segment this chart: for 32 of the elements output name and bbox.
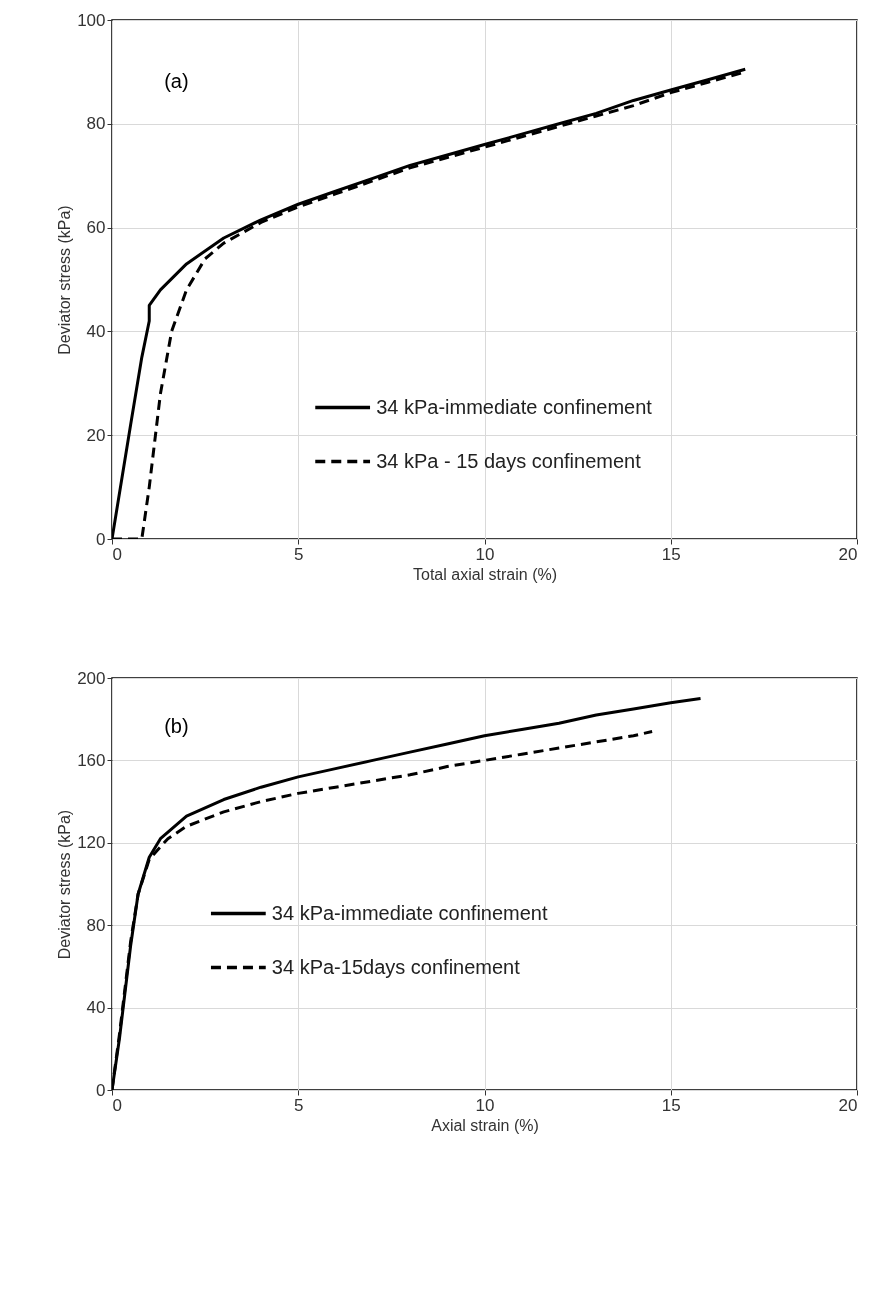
y-tick-label: 200 <box>77 668 106 688</box>
x-tick-label: 10 <box>475 544 495 564</box>
y-tick-label: 80 <box>86 114 106 134</box>
x-axis-title: Axial strain (%) <box>431 1116 539 1134</box>
y-tick-label: 0 <box>96 529 106 549</box>
y-tick-label: 100 <box>77 10 106 30</box>
x-axis-title: Total axial strain (%) <box>412 565 558 583</box>
x-tick-label: 5 <box>294 544 304 564</box>
y-tick-label: 120 <box>77 833 106 853</box>
y-tick-label: 80 <box>86 915 106 935</box>
y-tick-label: 160 <box>77 750 106 770</box>
legend-label: 34 kPa - 15 days confinement <box>376 449 642 472</box>
x-tick-label: 15 <box>661 1095 681 1115</box>
y-tick-label: 40 <box>86 321 106 341</box>
y-tick-label: 40 <box>86 998 106 1018</box>
legend-label: 34 kPa-immediate confinement <box>271 901 548 924</box>
y-axis-title: Deviator stress (kPa) <box>56 809 74 960</box>
x-tick-label: 5 <box>294 1095 304 1115</box>
x-tick-label: 20 <box>838 1095 858 1115</box>
x-tick-label: 0 <box>112 544 122 564</box>
x-tick-label: 15 <box>661 544 681 564</box>
legend-label: 34 kPa-immediate confinement <box>376 395 653 418</box>
annotation: (a) <box>164 70 189 93</box>
x-tick-label: 20 <box>838 544 858 564</box>
y-tick-label: 0 <box>96 1080 106 1100</box>
x-tick-label: 10 <box>475 1095 495 1115</box>
annotation: (b) <box>164 715 189 738</box>
y-tick-label: 20 <box>86 425 106 445</box>
x-tick-label: 0 <box>112 1095 122 1115</box>
legend-label: 34 kPa-15days confinement <box>271 955 521 978</box>
y-axis-title: Deviator stress (kPa) <box>56 205 74 355</box>
y-tick-label: 60 <box>86 218 106 238</box>
